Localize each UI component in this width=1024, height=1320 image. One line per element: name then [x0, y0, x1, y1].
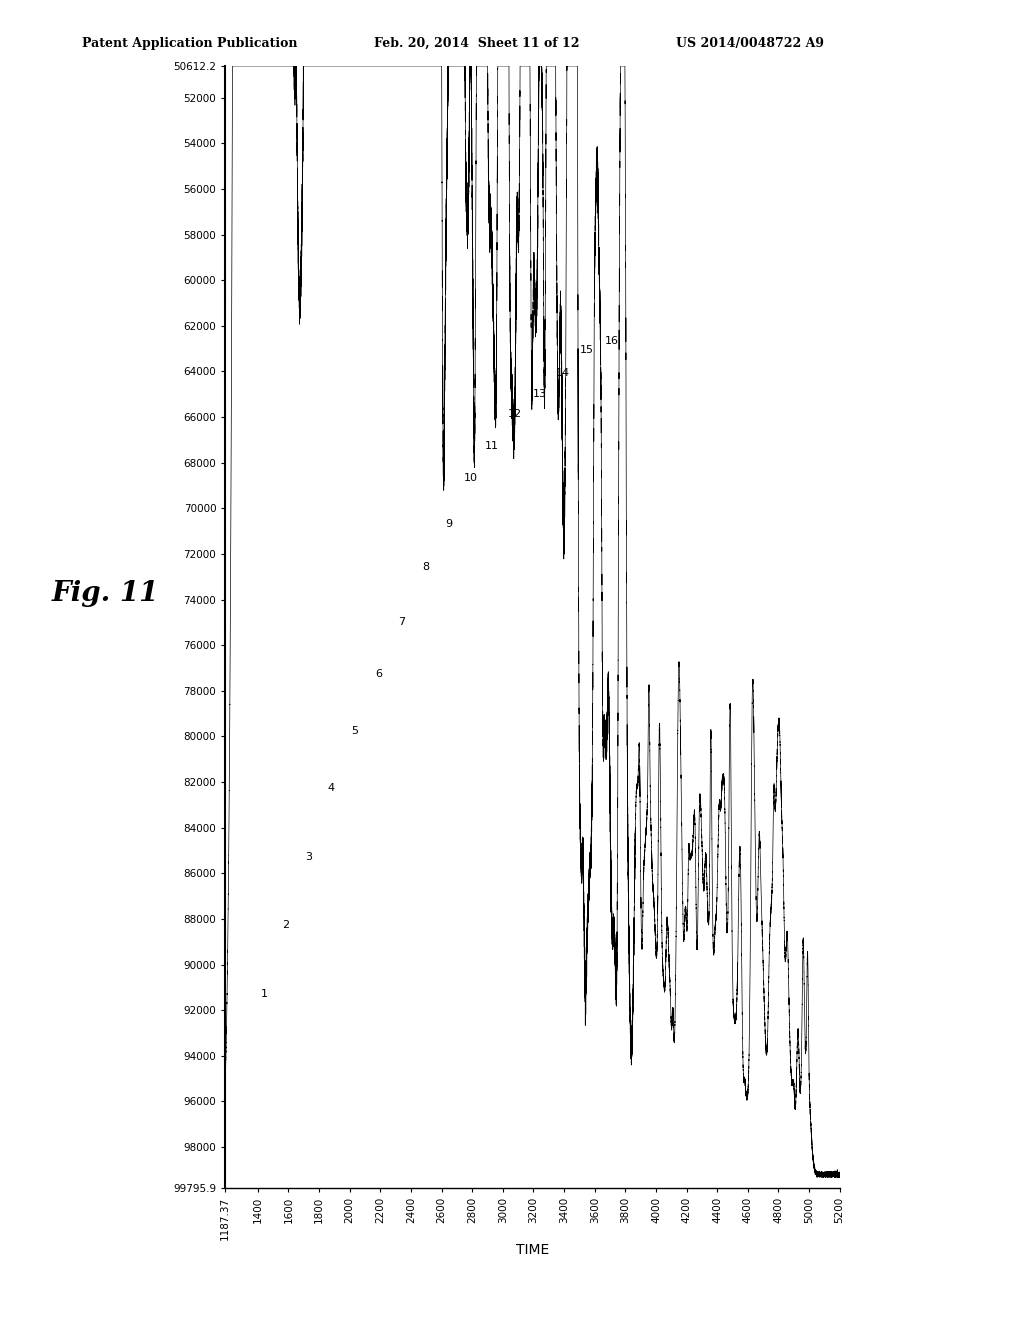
Text: 11: 11 — [485, 441, 499, 451]
Text: 16: 16 — [604, 337, 618, 346]
Text: Fig. 11: Fig. 11 — [51, 581, 159, 607]
Text: 2: 2 — [282, 920, 289, 931]
Text: 14: 14 — [555, 368, 569, 379]
Text: US 2014/0048722 A9: US 2014/0048722 A9 — [676, 37, 824, 50]
Text: 10: 10 — [464, 473, 477, 483]
Text: 15: 15 — [580, 346, 594, 355]
Text: 13: 13 — [532, 389, 547, 399]
Text: Patent Application Publication: Patent Application Publication — [82, 37, 297, 50]
Text: 8: 8 — [423, 562, 430, 572]
Text: 7: 7 — [398, 616, 406, 627]
Text: 12: 12 — [508, 409, 522, 420]
Text: 9: 9 — [445, 519, 453, 529]
Text: Feb. 20, 2014  Sheet 11 of 12: Feb. 20, 2014 Sheet 11 of 12 — [374, 37, 580, 50]
Text: 6: 6 — [376, 669, 382, 680]
Text: 4: 4 — [328, 784, 335, 793]
X-axis label: TIME: TIME — [516, 1243, 549, 1257]
Text: 1: 1 — [260, 989, 267, 999]
Text: 3: 3 — [305, 851, 312, 862]
Text: 5: 5 — [351, 726, 357, 737]
